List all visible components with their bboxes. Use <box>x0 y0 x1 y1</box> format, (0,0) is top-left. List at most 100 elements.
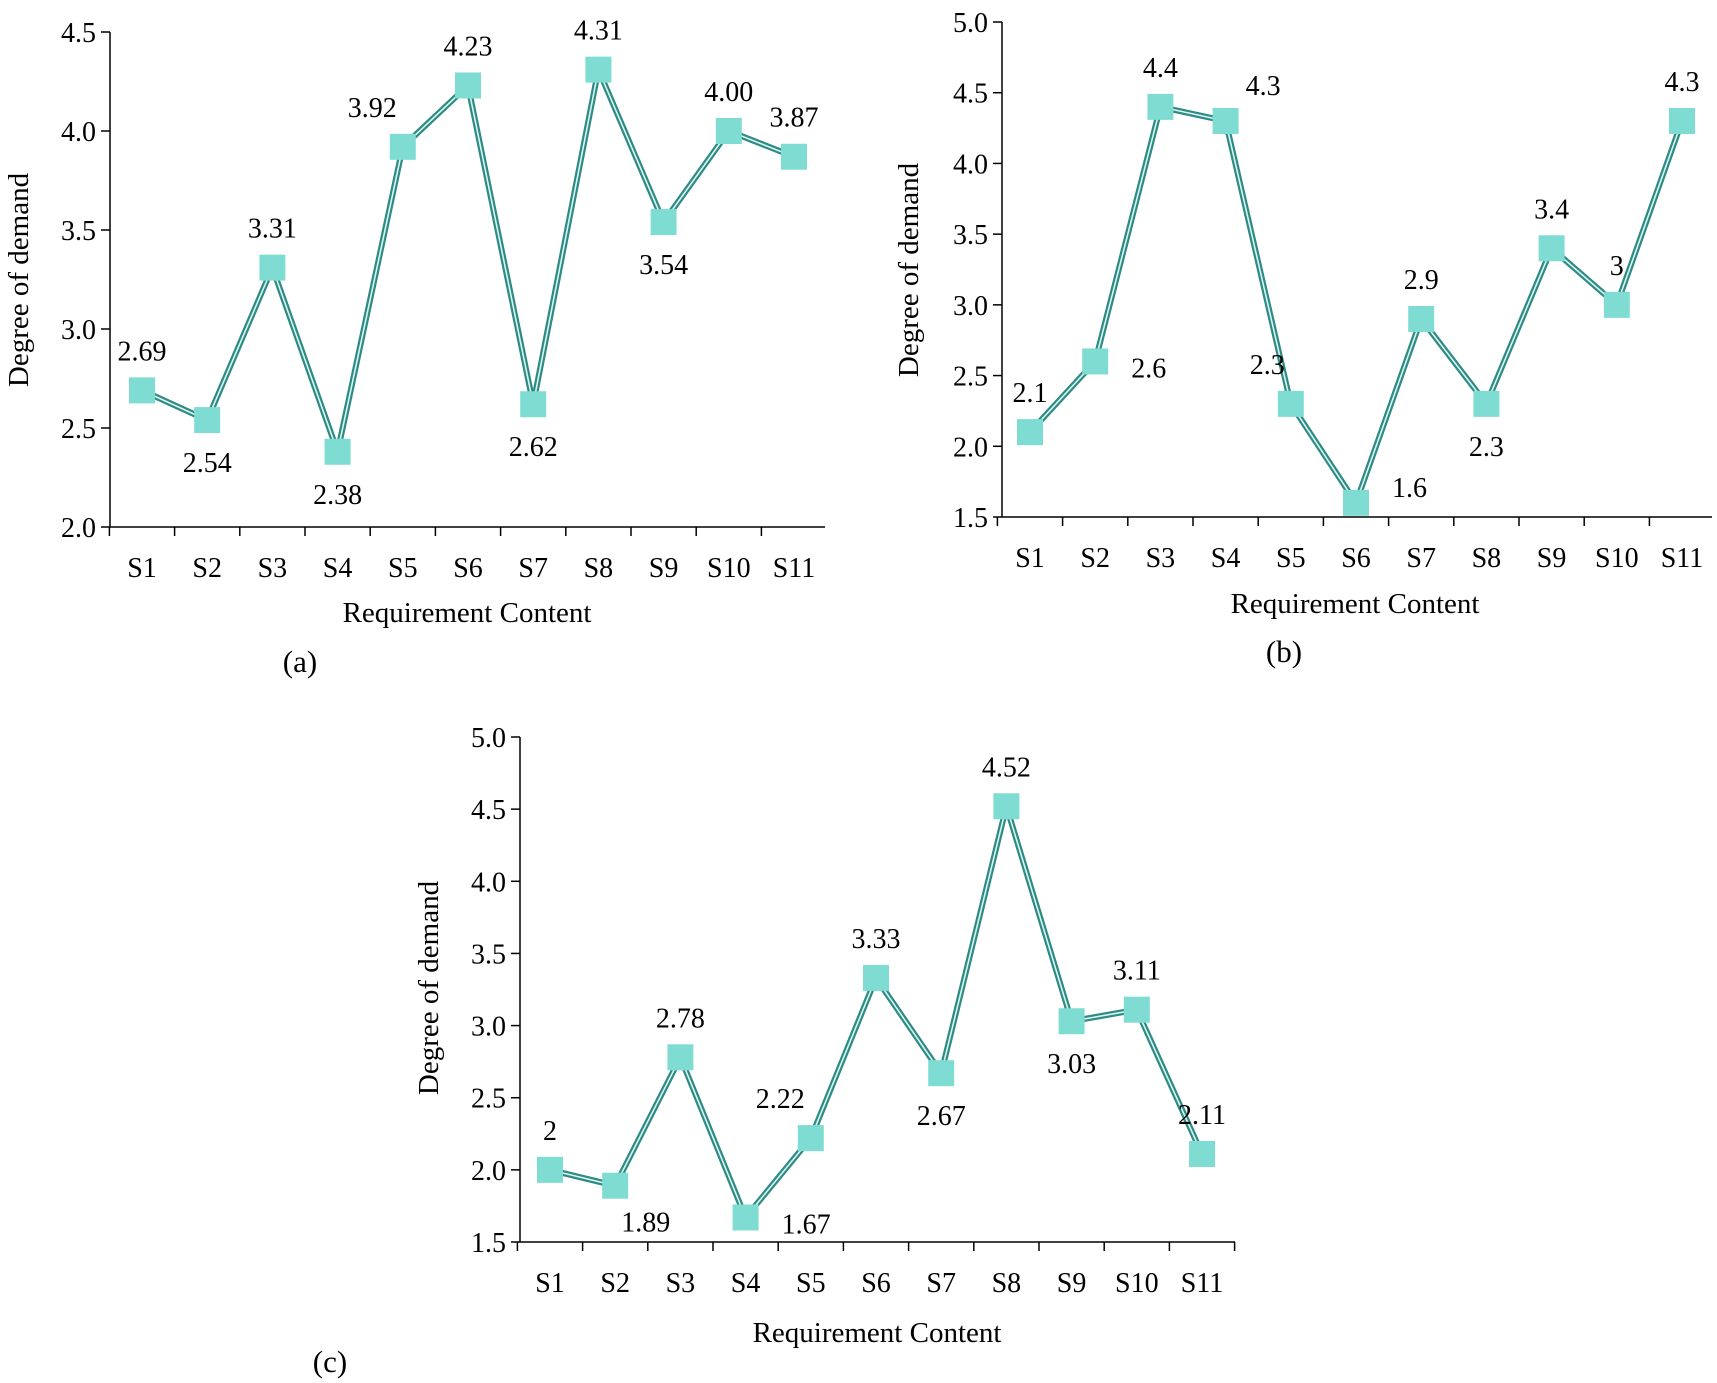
x-tick-label: S11 <box>1661 543 1704 574</box>
y-tick-label: 4.0 <box>471 867 506 898</box>
data-point-marker <box>520 391 547 418</box>
data-label: 2.69 <box>118 336 167 367</box>
data-point-marker <box>1473 390 1500 417</box>
series-line-highlight <box>141 68 795 453</box>
data-point-marker <box>537 1156 563 1183</box>
data-point-marker <box>194 407 221 434</box>
data-point-marker <box>389 133 416 160</box>
data-point-marker <box>993 793 1020 820</box>
y-tick-label: 5.0 <box>953 8 988 39</box>
data-label: 2.22 <box>756 1084 805 1115</box>
data-label: 3.03 <box>1047 1049 1096 1080</box>
data-label: 3.54 <box>639 250 688 281</box>
data-point-marker <box>797 1125 824 1152</box>
data-label: 3.31 <box>248 214 297 245</box>
data-label: 1.6 <box>1392 473 1427 504</box>
data-point-marker <box>129 377 155 404</box>
y-tick-label: 3.0 <box>953 291 988 322</box>
series-line-highlight <box>1029 106 1683 504</box>
data-point-marker <box>1669 108 1695 134</box>
x-tick-label: S8 <box>1472 543 1502 574</box>
data-label: 2.1 <box>1013 378 1048 409</box>
y-tick-label: 2.0 <box>61 513 96 544</box>
x-tick-label: S2 <box>1080 543 1110 574</box>
y-tick-label: 4.5 <box>471 795 506 826</box>
x-tick-label: S8 <box>584 553 614 584</box>
data-label: 3.87 <box>770 103 819 134</box>
data-label: 4.52 <box>982 752 1031 783</box>
data-label: 2.3 <box>1469 432 1504 463</box>
x-tick-label: S10 <box>707 553 751 584</box>
y-tick-label: 3.5 <box>471 939 506 970</box>
panel-label: (a) <box>283 644 317 679</box>
x-tick-label: S7 <box>926 1268 956 1299</box>
data-label: 2.38 <box>313 480 362 511</box>
y-tick-label: 2.0 <box>953 432 988 463</box>
x-tick-label: S4 <box>1211 543 1241 574</box>
chart-panel-b: 1.5 2.0 2.5 3.0 3.5 4.0 4.5 5.0 S1 S2 S3 S4 S5 S6 S7 S8… <box>893 8 1712 669</box>
y-tick-label: 2.5 <box>953 362 988 393</box>
data-label: 1.89 <box>621 1208 670 1239</box>
x-tick-label: S11 <box>773 553 816 584</box>
y-tick-label: 1.5 <box>953 503 988 534</box>
x-tick-label: S10 <box>1595 543 1639 574</box>
data-point-marker <box>1147 93 1174 120</box>
y-tick-label: 2.0 <box>471 1156 506 1187</box>
data-label: 4.3 <box>1665 67 1700 98</box>
data-point-marker <box>1123 996 1150 1023</box>
data-label: 2.67 <box>917 1101 966 1132</box>
data-label: 3 <box>1610 251 1624 282</box>
data-label: 3.4 <box>1534 194 1569 225</box>
data-point-marker <box>324 438 351 465</box>
x-axis-title: Requirement Content <box>753 1317 1002 1349</box>
data-label: 3.33 <box>852 924 901 955</box>
data-label: 1.67 <box>782 1209 831 1240</box>
data-point-marker <box>1343 489 1369 516</box>
x-tick-label: S4 <box>731 1268 761 1299</box>
data-label: 2 <box>543 1116 557 1147</box>
data-point-marker <box>1189 1140 1215 1167</box>
y-tick-label: 3.0 <box>61 315 96 346</box>
data-point-marker <box>732 1204 759 1231</box>
y-tick-label: 1.5 <box>471 1228 506 1259</box>
x-tick-label: S9 <box>1537 543 1567 574</box>
data-point-marker <box>715 118 742 144</box>
x-tick-label: S5 <box>1276 543 1306 574</box>
panel-label: (c) <box>313 1344 347 1379</box>
x-tick-label: S4 <box>323 553 353 584</box>
x-tick-label: S5 <box>796 1268 826 1299</box>
data-label: 2.62 <box>509 432 558 463</box>
data-point-marker <box>667 1044 694 1071</box>
data-label: 4.3 <box>1246 71 1281 102</box>
x-tick-label: S7 <box>1406 543 1436 574</box>
y-axis-title: Degree of demand <box>413 880 445 1095</box>
y-tick-label: 4.0 <box>953 149 988 180</box>
y-tick-label: 5.0 <box>471 723 506 754</box>
x-tick-label: S8 <box>992 1268 1022 1299</box>
y-tick-label: 2.5 <box>61 414 96 445</box>
data-point-marker <box>455 72 481 99</box>
series-line-highlight <box>549 805 1203 1219</box>
data-point-marker <box>781 143 807 170</box>
y-tick-label: 2.5 <box>471 1084 506 1115</box>
data-point-marker <box>1408 306 1435 332</box>
y-tick-label: 4.0 <box>61 117 96 148</box>
data-point-marker <box>650 209 677 236</box>
data-label: 2.54 <box>183 448 232 479</box>
panel-label: (b) <box>1266 634 1302 669</box>
data-label: 2.78 <box>656 1003 705 1034</box>
data-point-marker <box>928 1060 955 1087</box>
data-label: 4.4 <box>1143 53 1178 84</box>
data-label: 2.3 <box>1250 350 1285 381</box>
data-point-marker <box>1058 1008 1085 1035</box>
data-point-marker <box>1082 348 1109 375</box>
x-tick-label: S6 <box>861 1268 891 1299</box>
data-label: 2.11 <box>1178 1100 1226 1131</box>
y-tick-label: 3.0 <box>471 1012 506 1043</box>
y-axis-title: Degree of demand <box>3 172 35 387</box>
x-tick-label: S10 <box>1115 1268 1159 1299</box>
x-tick-label: S3 <box>258 553 288 584</box>
chart-panel-c: 1.5 2.0 2.5 3.0 3.5 4.0 4.5 5.0 S1 S2 S3 S4 S5 S6 S7 S8… <box>313 723 1236 1379</box>
y-tick-label: 4.5 <box>953 79 988 110</box>
data-label: 2.9 <box>1404 265 1439 296</box>
